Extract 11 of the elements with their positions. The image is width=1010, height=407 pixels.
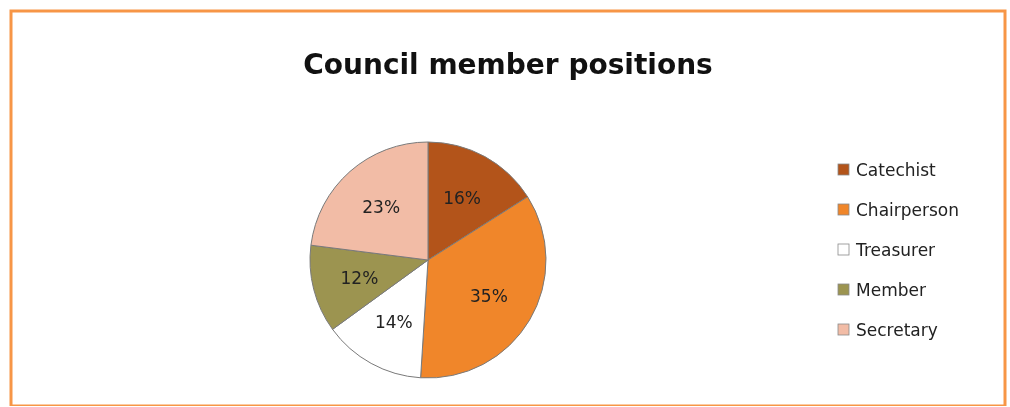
legend-label: Chairperson [856, 200, 960, 220]
legend-label: Member [856, 280, 926, 300]
legend-label: Treasurer [855, 240, 936, 260]
data-label: 35% [470, 286, 508, 307]
legend-label: Secretary [856, 320, 938, 340]
data-label: 16% [443, 187, 482, 208]
data-label: 12% [340, 267, 379, 288]
data-label: 14% [374, 312, 413, 333]
data-label: 23% [362, 196, 401, 217]
chart-title: Council member positions [303, 48, 713, 81]
legend-label: Catechist [856, 160, 937, 180]
